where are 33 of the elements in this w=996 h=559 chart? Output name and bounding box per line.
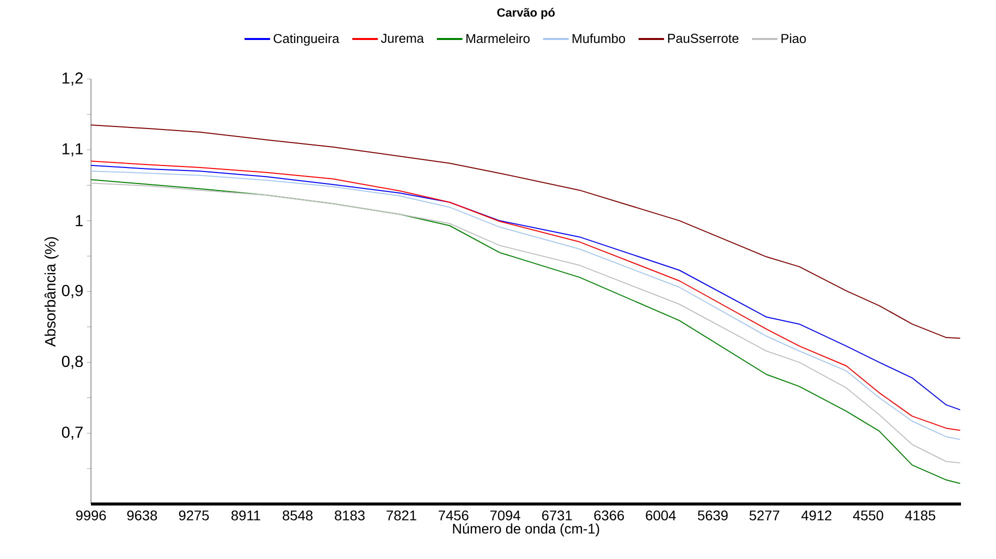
- x-tick-label: 8183: [334, 510, 365, 520]
- x-tick-label: 8911: [231, 510, 260, 520]
- legend-label: PauSserrote: [668, 34, 738, 43]
- x-tick-label: 8548: [282, 510, 313, 520]
- legend-label: Marmeleiro: [466, 34, 530, 44]
- y-tick-label: 1,1: [62, 143, 83, 156]
- legend-label: Catingueira: [274, 34, 340, 46]
- x-tick-label: 7094: [490, 510, 520, 520]
- x-tick-label: 7456: [438, 510, 468, 520]
- chart-title: Carvão pó: [497, 8, 555, 20]
- legend-label: Jurema: [380, 34, 424, 43]
- y-tick-label: 0,7: [62, 426, 83, 440]
- x-tick-label: 6366: [594, 510, 624, 520]
- x-tick-label: 7821: [386, 510, 416, 520]
- x-tick-label: 4550: [853, 510, 884, 520]
- x-tick-label: 5639: [698, 510, 728, 520]
- x-tick-label: 9996: [76, 510, 106, 520]
- y-tick-label: 1,2: [62, 72, 83, 86]
- y-tick-label: 1: [76, 215, 83, 226]
- line-series: [90, 124, 961, 339]
- y-tick-label: 0,8: [62, 356, 83, 369]
- x-tick-label: 5277: [750, 510, 780, 520]
- y-tick-label: 0,9: [62, 284, 83, 298]
- legend-label: Piao: [782, 34, 806, 44]
- x-tick-label: 9638: [127, 510, 157, 520]
- x-tick-label: 4185: [905, 510, 936, 520]
- x-tick-label: 4912: [801, 510, 832, 520]
- x-tick-label: 6731: [542, 510, 572, 520]
- legend-label: Mufumbo: [572, 34, 626, 44]
- x-tick-label: 9275: [179, 510, 209, 520]
- x-axis-title: Número de onda (cm-1): [453, 523, 600, 536]
- x-tick-label: 6004: [646, 510, 676, 520]
- y-axis-title: Absorbância (%): [44, 237, 58, 347]
